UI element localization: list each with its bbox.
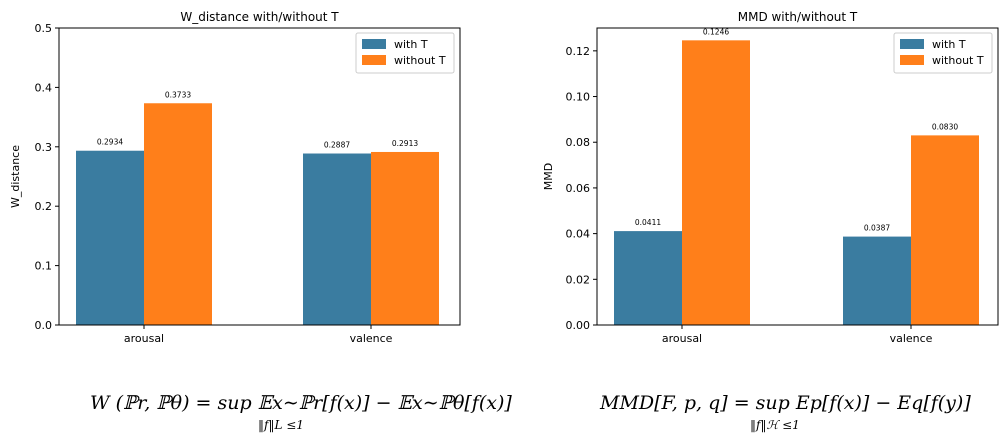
mmd-bar-without-t-arousal — [682, 40, 750, 326]
mmd-legend-label-without-t: without T — [932, 54, 984, 67]
mmd-value-label-without-t-valence: 0.0830 — [932, 122, 958, 131]
mmd-value-label-with-t-arousal: 0.0411 — [635, 218, 661, 227]
mmd-formula-subscript: ‖f‖ℋ ≤1 — [750, 418, 800, 432]
mmd-bar-with-t-valence — [843, 236, 911, 325]
mmd-y-tick-label: 0.06 — [566, 182, 591, 195]
w-distance-x-tick-label-arousal: arousal — [124, 332, 164, 345]
w-distance-chart-title: W_distance with/without T — [180, 10, 339, 24]
mmd-y-tick-label: 0.12 — [566, 45, 591, 58]
mmd-y-tick-label: 0.00 — [566, 319, 591, 332]
mmd-formula-main: MMD[F, p, q] = sup Ep[f(x)] − Eq[f(y)] — [600, 392, 971, 414]
w-distance-bar-without-t-valence — [371, 151, 439, 325]
w-distance-formula-main: W (ℙr, ℙθ) = sup 𝔼x∼ℙr[f(x)] − 𝔼x∼ℙθ[f(x… — [90, 392, 512, 414]
w-distance-value-label-without-t-arousal: 0.3733 — [165, 90, 191, 99]
w-distance-x-tick-label-valence: valence — [350, 332, 393, 345]
w-distance-legend-label-with-t: with T — [394, 38, 428, 51]
w-distance-y-tick-label: 0.5 — [35, 22, 53, 35]
mmd-y-axis-label: MMD — [542, 163, 555, 190]
w-distance-value-label-without-t-valence: 0.2913 — [392, 139, 418, 148]
w-distance-formula-subscript: ‖f‖L ≤1 — [258, 418, 304, 432]
mmd-formula: MMD[F, p, q] = sup Ep[f(x)] − Eq[f(y)] ‖… — [600, 392, 971, 432]
mmd-bar-with-t-arousal — [614, 231, 682, 325]
w-distance-y-tick-label: 0.3 — [35, 141, 53, 154]
w-distance-y-tick-label: 0.1 — [35, 260, 53, 273]
mmd-value-label-without-t-arousal: 0.1246 — [703, 27, 729, 36]
w-distance-y-tick-label: 0.0 — [35, 319, 53, 332]
w-distance-legend-swatch-with-t — [362, 39, 386, 49]
mmd-x-tick-label-arousal: arousal — [662, 332, 702, 345]
mmd-x-tick-label-valence: valence — [890, 332, 933, 345]
mmd-y-tick-label: 0.08 — [566, 136, 591, 149]
mmd-bar-without-t-valence — [911, 135, 979, 325]
w-distance-y-tick-label: 0.2 — [35, 200, 53, 213]
mmd-legend-swatch-with-t — [900, 39, 924, 49]
w-distance-value-label-with-t-valence: 0.2887 — [324, 141, 350, 150]
w-distance-bar-with-t-valence — [303, 153, 371, 325]
w-distance-y-tick-label: 0.4 — [35, 81, 53, 94]
mmd-chart-title: MMD with/without T — [738, 10, 858, 24]
mmd-value-label-with-t-valence: 0.0387 — [864, 224, 890, 233]
mmd-legend-label-with-t: with T — [932, 38, 966, 51]
w-distance-bar-with-t-arousal — [76, 150, 144, 325]
w-distance-value-label-with-t-arousal: 0.2934 — [97, 138, 123, 147]
mmd-plot-frame — [596, 27, 999, 326]
w-distance-y-axis-label: W_distance — [9, 145, 22, 208]
mmd-legend-swatch-without-t — [900, 55, 924, 65]
mmd-y-tick-label: 0.10 — [566, 91, 591, 104]
w-distance-formula: W (ℙr, ℙθ) = sup 𝔼x∼ℙr[f(x)] − 𝔼x∼ℙθ[f(x… — [90, 392, 512, 432]
mmd-y-tick-label: 0.04 — [566, 228, 591, 241]
w-distance-plot-frame — [58, 27, 461, 326]
mmd-y-tick-label: 0.02 — [566, 273, 591, 286]
w-distance-legend-swatch-without-t — [362, 55, 386, 65]
w-distance-legend-label-without-t: without T — [394, 54, 446, 67]
w-distance-bar-without-t-arousal — [144, 103, 212, 325]
